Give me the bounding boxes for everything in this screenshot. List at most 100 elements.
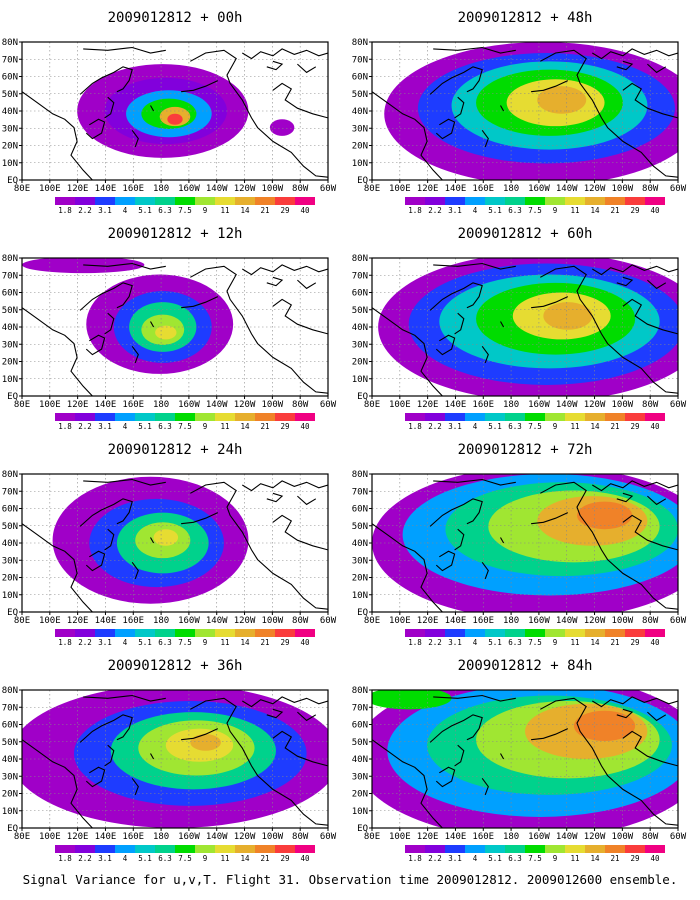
x-tick-label: 140W bbox=[556, 832, 578, 842]
colorbar-swatch bbox=[215, 197, 235, 205]
coastline bbox=[616, 60, 634, 71]
y-tick-label: EQ bbox=[7, 608, 18, 618]
x-tick-label: 60W bbox=[320, 400, 337, 410]
y-tick-label: 10N bbox=[352, 807, 368, 817]
coastline bbox=[22, 739, 93, 828]
colorbar-label: 4 bbox=[123, 206, 128, 215]
coastline bbox=[181, 728, 219, 741]
colorbar-swatch bbox=[195, 197, 215, 205]
panel-title: 2009012812 + 84h bbox=[458, 658, 593, 674]
colorbar-swatch bbox=[115, 197, 135, 205]
coastline bbox=[22, 91, 93, 180]
contour-region bbox=[543, 302, 593, 330]
x-tick-label: 120W bbox=[234, 184, 256, 194]
x-tick-label: 180 bbox=[503, 832, 519, 842]
colorbar-swatch bbox=[75, 197, 95, 205]
colorbar-swatch bbox=[175, 629, 195, 637]
x-tick-label: 120E bbox=[417, 832, 439, 842]
y-tick-label: 30N bbox=[352, 772, 368, 782]
x-tick-label: 160E bbox=[472, 616, 494, 626]
x-tick-label: 140E bbox=[95, 184, 117, 194]
coastline bbox=[454, 96, 465, 119]
colorbar-label: 11 bbox=[220, 422, 229, 431]
x-tick-label: 160W bbox=[528, 184, 550, 194]
colorbar-label: 7.5 bbox=[178, 206, 192, 215]
colorbar-label: 7.5 bbox=[178, 422, 192, 431]
colorbar-swatch bbox=[55, 629, 75, 637]
gridlines bbox=[22, 42, 328, 180]
colorbar-swatch bbox=[465, 413, 485, 421]
coastline bbox=[433, 478, 516, 486]
colorbar-swatch bbox=[465, 629, 485, 637]
coastline bbox=[131, 345, 139, 364]
colorbar-swatch bbox=[505, 629, 525, 637]
colorbar-label: 5.1 bbox=[138, 422, 152, 431]
colorbar-swatch bbox=[545, 413, 565, 421]
y-tick-label: 60N bbox=[352, 505, 368, 515]
y-tick-label: 40N bbox=[2, 107, 18, 117]
colorbar-label: 4 bbox=[123, 638, 128, 647]
coastline bbox=[616, 708, 634, 719]
coastline bbox=[272, 514, 328, 551]
gridlines bbox=[372, 690, 678, 828]
x-tick-label: 80E bbox=[364, 184, 380, 194]
contour-region bbox=[153, 529, 179, 546]
x-tick-label: 140W bbox=[556, 400, 578, 410]
x-tick-label: 160E bbox=[122, 400, 144, 410]
x-tick-label: 180 bbox=[153, 400, 169, 410]
colorbar-swatch bbox=[95, 629, 115, 637]
colorbar-swatch bbox=[485, 413, 505, 421]
coastline bbox=[131, 561, 139, 580]
colorbar: 1.8 2.2 3.1 4 5.1 6.3 7.5 9 11 14 21 29 40 bbox=[405, 413, 665, 431]
x-tick-label: 100E bbox=[39, 400, 61, 410]
x-tick-label: 80W bbox=[292, 616, 309, 626]
x-tick-label: 140E bbox=[95, 616, 117, 626]
colorbar-label: 1.8 bbox=[408, 854, 422, 863]
colorbar-swatch bbox=[465, 845, 485, 853]
coastline bbox=[83, 694, 166, 702]
coastline bbox=[429, 714, 483, 743]
y-tick-label: 40N bbox=[2, 323, 18, 333]
coastline bbox=[266, 60, 284, 71]
coastline bbox=[190, 265, 328, 394]
colorbar-swatch bbox=[255, 629, 275, 637]
colorbar-label: 11 bbox=[220, 854, 229, 863]
y-tick-label: 60N bbox=[352, 289, 368, 299]
coastlines bbox=[22, 46, 328, 180]
colorbar-label: 3.1 bbox=[448, 638, 462, 647]
colorbar-swatch bbox=[445, 845, 465, 853]
x-tick-label: 120E bbox=[417, 616, 439, 626]
colorbar-label: 40 bbox=[300, 206, 310, 215]
x-tick-label: 100W bbox=[612, 832, 634, 842]
y-tick-label: 80N bbox=[352, 470, 368, 480]
colorbar-swatch bbox=[55, 197, 75, 205]
x-tick-label: 80W bbox=[292, 400, 309, 410]
colorbar-swatch bbox=[255, 197, 275, 205]
contour-region bbox=[155, 325, 177, 340]
colorbar-label: 21 bbox=[260, 206, 269, 215]
colorbar-swatch bbox=[155, 629, 175, 637]
coastline bbox=[85, 334, 106, 356]
colorbar-label: 4 bbox=[473, 206, 478, 215]
coastline bbox=[622, 730, 678, 767]
x-tick-label: 180 bbox=[153, 184, 169, 194]
x-tick-label: 120E bbox=[67, 400, 89, 410]
y-tick-label: 50N bbox=[2, 306, 18, 316]
colorbar-label: 9 bbox=[203, 854, 208, 863]
y-tick-label: 80N bbox=[352, 38, 368, 48]
colorbar-label: 9 bbox=[553, 206, 558, 215]
coastline bbox=[150, 105, 155, 112]
colorbar-swatch bbox=[505, 197, 525, 205]
colorbar-label: 2.2 bbox=[78, 422, 92, 431]
coastline bbox=[104, 744, 115, 767]
colorbar-label: 14 bbox=[590, 206, 600, 215]
x-tick-label: 100E bbox=[39, 832, 61, 842]
y-tick-label: 70N bbox=[352, 703, 368, 713]
coastline bbox=[79, 714, 133, 743]
colorbar-label: 29 bbox=[280, 638, 289, 647]
x-tick-label: 60W bbox=[670, 616, 687, 626]
y-tick-label: 10N bbox=[352, 591, 368, 601]
y-tick-label: EQ bbox=[7, 392, 18, 402]
coastline bbox=[372, 523, 443, 612]
coastline bbox=[481, 345, 489, 364]
